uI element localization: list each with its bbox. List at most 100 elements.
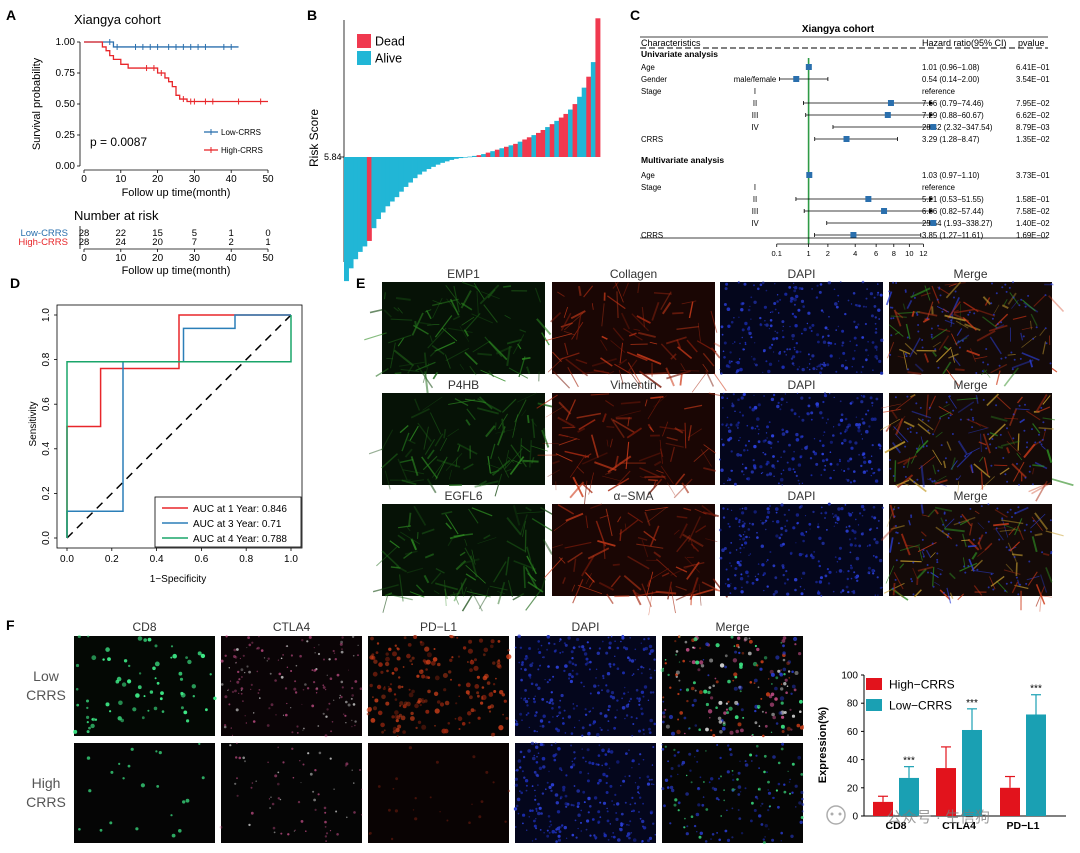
forest-point bbox=[805, 64, 812, 70]
forest-point bbox=[881, 208, 888, 214]
risk-bar bbox=[458, 157, 464, 159]
risk-bar bbox=[581, 87, 587, 157]
roc-xtick-label: 0.8 bbox=[239, 554, 253, 565]
image-background bbox=[662, 743, 803, 843]
risk-bar bbox=[536, 132, 541, 157]
forest-row-name: CRRS bbox=[641, 231, 663, 240]
bar-ytick-label: 20 bbox=[847, 783, 859, 794]
if-label: EMP1 bbox=[447, 267, 480, 281]
image-texture bbox=[660, 635, 804, 738]
roc-ytick-label: 0.4 bbox=[41, 441, 52, 455]
km-ytick-label: 0.25 bbox=[56, 130, 76, 141]
if-label: DAPI bbox=[787, 378, 815, 392]
risk-bar bbox=[362, 157, 368, 247]
image-texture bbox=[885, 281, 1065, 387]
roc-xlabel: 1−Specificity bbox=[150, 574, 206, 585]
bar-ytick-label: 0 bbox=[852, 812, 858, 823]
risk-count: 2 bbox=[229, 237, 234, 248]
risk-bar bbox=[476, 155, 482, 158]
forest-row-hr: 28.42 (2.32−347.54) bbox=[922, 123, 993, 132]
risk-bar bbox=[485, 152, 491, 157]
forest-row-sub: I bbox=[754, 183, 756, 192]
forest-row-hr: 0.54 (0.14−2.00) bbox=[922, 75, 980, 84]
forest-point bbox=[850, 232, 857, 238]
forest-row-p: 6.62E−02 bbox=[1016, 111, 1050, 120]
if-image bbox=[544, 503, 735, 616]
risk-xtick-label: 40 bbox=[226, 253, 238, 264]
forest-row-p: 7.95E−02 bbox=[1016, 99, 1050, 108]
bar-low bbox=[1026, 714, 1046, 816]
risk-count: 1 bbox=[229, 228, 234, 239]
image-texture bbox=[372, 505, 564, 613]
forest-row-sub: IV bbox=[751, 123, 759, 132]
image-texture bbox=[544, 503, 735, 616]
if-image bbox=[661, 742, 805, 845]
bar-significance: *** bbox=[966, 698, 978, 709]
forest-row-p: 3.73E−01 bbox=[1016, 171, 1050, 180]
km-legend-label: High-CRRS bbox=[221, 146, 263, 155]
if-row-label: CRRS bbox=[26, 687, 66, 703]
bar-significance: *** bbox=[903, 756, 915, 767]
risk-xlabel: Follow up time(month) bbox=[122, 265, 231, 277]
risk-count: 22 bbox=[116, 228, 127, 239]
bar-legend-label: High−CRRS bbox=[889, 678, 955, 692]
risk-bar bbox=[353, 157, 359, 260]
image-background bbox=[720, 504, 883, 596]
forest-row-hr: reference bbox=[922, 183, 955, 192]
forest-header-char: Characteristics bbox=[641, 38, 701, 48]
if-image bbox=[719, 280, 884, 375]
image-background bbox=[74, 636, 215, 736]
if-image bbox=[74, 742, 215, 843]
forest-row-name: Gender bbox=[641, 75, 667, 84]
risk-bar bbox=[380, 157, 386, 213]
if-label: Collagen bbox=[610, 267, 657, 281]
roc-xtick-label: 0.4 bbox=[150, 554, 164, 565]
if-image bbox=[545, 281, 727, 393]
roc-xtick-label: 0.6 bbox=[194, 554, 208, 565]
if-image bbox=[372, 504, 564, 613]
risk-bar bbox=[453, 157, 459, 159]
image-background bbox=[74, 743, 215, 843]
risk-count: 7 bbox=[192, 237, 197, 248]
risk-bar bbox=[398, 157, 404, 192]
if-image bbox=[880, 503, 1064, 612]
panel-letter-d: D bbox=[10, 275, 20, 291]
forest-ci-arrow bbox=[929, 208, 934, 214]
km-pvalue: p = 0.0087 bbox=[90, 135, 147, 149]
if-label: Merge bbox=[953, 378, 987, 392]
km-xtick-label: 0 bbox=[81, 174, 87, 185]
risk-count: 20 bbox=[152, 237, 163, 248]
if-label: Merge bbox=[953, 267, 987, 281]
risk-bar bbox=[568, 109, 573, 157]
risk-xtick-label: 10 bbox=[115, 253, 127, 264]
risk-bar bbox=[508, 145, 514, 157]
risk-legend-label: Dead bbox=[375, 35, 405, 49]
image-texture bbox=[719, 280, 884, 375]
if-row-label: Low bbox=[33, 668, 60, 684]
risk-bar bbox=[586, 76, 592, 157]
risk-bar bbox=[421, 157, 427, 172]
risk-bar bbox=[440, 157, 445, 163]
risk-bar bbox=[522, 139, 528, 157]
if-label: α−SMA bbox=[614, 489, 654, 503]
forest-row-hr: reference bbox=[922, 87, 955, 96]
km-curve-high bbox=[84, 41, 268, 103]
roc-legend-label: AUC at 1 Year: 0.846 bbox=[193, 504, 287, 515]
image-texture bbox=[719, 392, 882, 486]
image-texture bbox=[368, 392, 562, 497]
forest-row-sub: II bbox=[753, 99, 757, 108]
if-image bbox=[536, 392, 726, 507]
risk-bar bbox=[444, 157, 450, 162]
bar-low bbox=[899, 777, 919, 816]
risk-legend-swatch bbox=[357, 51, 371, 65]
km-xlabel: Follow up time(month) bbox=[122, 187, 231, 199]
if-row-label: High bbox=[32, 775, 61, 791]
roc-ytick-label: 0.6 bbox=[41, 397, 52, 411]
if-column-label: CD8 bbox=[132, 620, 156, 634]
risk-bar bbox=[403, 157, 409, 187]
risk-table-title: Number at risk bbox=[74, 208, 159, 223]
risk-bar bbox=[408, 157, 413, 183]
risk-bars bbox=[340, 18, 601, 282]
forest-xtick-label: 8 bbox=[892, 249, 896, 258]
if-image bbox=[219, 742, 363, 843]
